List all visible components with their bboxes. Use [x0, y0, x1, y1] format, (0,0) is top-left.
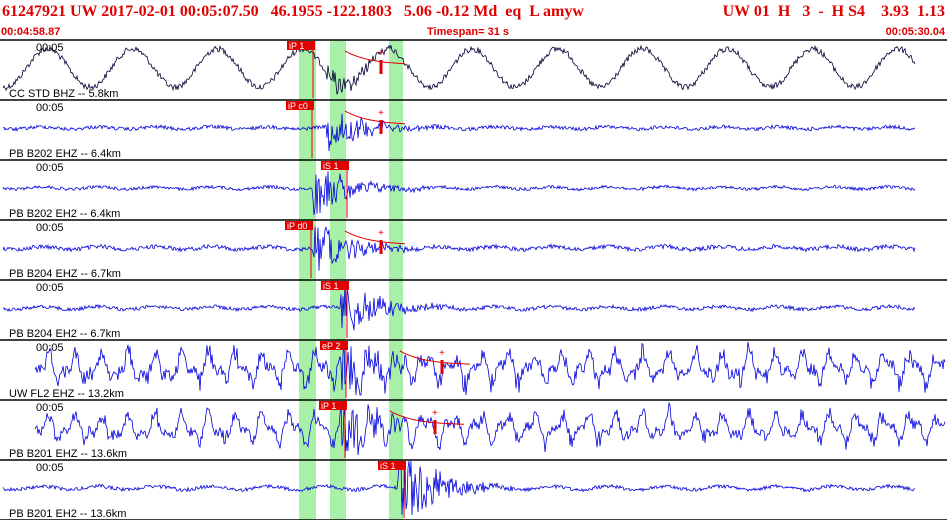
waveform-trace [2, 460, 916, 516]
pick-flag [321, 161, 349, 170]
panel-time-label: 00:05 [36, 102, 64, 114]
phase-pick[interactable]: iP c0 [286, 101, 314, 158]
coda-envelope-curve [344, 110, 406, 125]
pick-label: eP 2 [322, 341, 340, 351]
coda-plus-marker: + [378, 108, 384, 119]
phase-pick[interactable]: eP 2 [320, 341, 348, 398]
timespan-label: Timespan= 31 s [427, 26, 510, 38]
phase-pick[interactable]: iS 1 [321, 281, 349, 338]
trace-panel[interactable]: 00:05 PB B204 EH2 -- 6.7km [0, 279, 947, 340]
pick-flag [321, 281, 349, 290]
station-channel-label: PB B202 EH2 -- 6.4km [9, 208, 120, 220]
pick-flag [285, 221, 313, 230]
time-axis-bar: 00:04:58.87 Timespan= 31 s 00:05:30.04 [0, 25, 947, 39]
coda-plus-marker: + [439, 348, 445, 359]
waveform-trace [2, 281, 916, 331]
station-channel-label: PB B201 EH2 -- 13.6km [9, 508, 126, 520]
pick-label: iP d0 [287, 221, 307, 231]
phase-pick[interactable]: iP d0 [285, 221, 313, 278]
event-header: 61247921 UW 2017-02-01 00:05:07.50 46.19… [0, 0, 947, 26]
trace-panel[interactable]: 00:05 CC STD BHZ -- 5.8km [0, 39, 947, 100]
pick-flag [286, 101, 314, 110]
waveform-trace [2, 113, 915, 152]
coda-envelope-curve [399, 350, 470, 365]
panel-time-label: 00:05 [36, 222, 64, 234]
panel-time-label: 00:05 [36, 342, 64, 354]
end-time-label: 00:05:30.04 [885, 26, 945, 38]
trace-panel[interactable]: 00:05 PB B202 EHZ -- 6.4km [0, 99, 947, 160]
trace-panel[interactable]: 00:05 PB B201 EHZ -- 13.6km [0, 399, 947, 460]
panel-time-label: 00:05 [36, 42, 64, 54]
phase-pick[interactable]: iS 1 [378, 461, 406, 518]
phase-pick[interactable]: iP 1 [287, 41, 315, 98]
station-channel-label: PB B201 EHZ -- 13.6km [9, 448, 127, 460]
panel-time-label: 00:05 [36, 402, 64, 414]
station-channel-label: PB B204 EH2 -- 6.7km [9, 328, 120, 340]
panel-time-label: 00:05 [36, 462, 64, 474]
pick-flag [319, 401, 347, 410]
coda-plus-marker: + [378, 228, 384, 239]
pick-label: iS 1 [380, 461, 396, 471]
pick-flag [287, 41, 315, 50]
channel-info-text: UW 01 H 3 - H S4 3.93 1.13 [722, 3, 945, 20]
pick-label: iP c0 [288, 101, 308, 111]
station-channel-label: PB B204 EHZ -- 6.7km [9, 268, 121, 280]
pick-flag [320, 341, 348, 350]
pick-label: iP 1 [321, 401, 336, 411]
pick-label: iS 1 [323, 161, 339, 171]
event-info-text: 61247921 UW 2017-02-01 00:05:07.50 46.19… [2, 3, 584, 20]
panel-time-label: 00:05 [36, 162, 64, 174]
waveform-trace [34, 400, 946, 456]
phase-pick[interactable]: iS 1 [321, 161, 349, 218]
pick-label: iP 1 [289, 41, 304, 51]
trace-panel[interactable]: 00:05 UW FL2 EHZ -- 13.2km [0, 339, 947, 400]
trace-panel[interactable]: 00:05 PB B201 EH2 -- 13.6km [0, 459, 947, 520]
coda-envelope-curve [389, 410, 465, 425]
station-channel-label: PB B202 EHZ -- 6.4km [9, 148, 121, 160]
station-channel-label: UW FL2 EHZ -- 13.2km [9, 388, 124, 400]
waveform-trace [2, 44, 916, 95]
phase-pick[interactable]: iP 1 [319, 401, 347, 458]
waveform-trace [2, 226, 916, 271]
trace-panel[interactable]: 00:05 PB B204 EHZ -- 6.7km [0, 219, 947, 280]
coda-envelope-curve [344, 230, 406, 245]
trace-panel[interactable]: 00:05 PB B202 EH2 -- 6.4km [0, 159, 947, 220]
waveform-trace [34, 340, 946, 396]
coda-envelope-curve [344, 50, 406, 65]
pick-label: iS 1 [323, 281, 339, 291]
start-time-label: 00:04:58.87 [1, 26, 61, 38]
coda-plus-marker: + [432, 408, 438, 419]
panel-time-label: 00:05 [36, 282, 64, 294]
waveform-trace [2, 171, 916, 216]
station-channel-label: CC STD BHZ -- 5.8km [9, 88, 118, 100]
pick-flag [378, 461, 406, 470]
coda-plus-marker: + [378, 48, 384, 59]
